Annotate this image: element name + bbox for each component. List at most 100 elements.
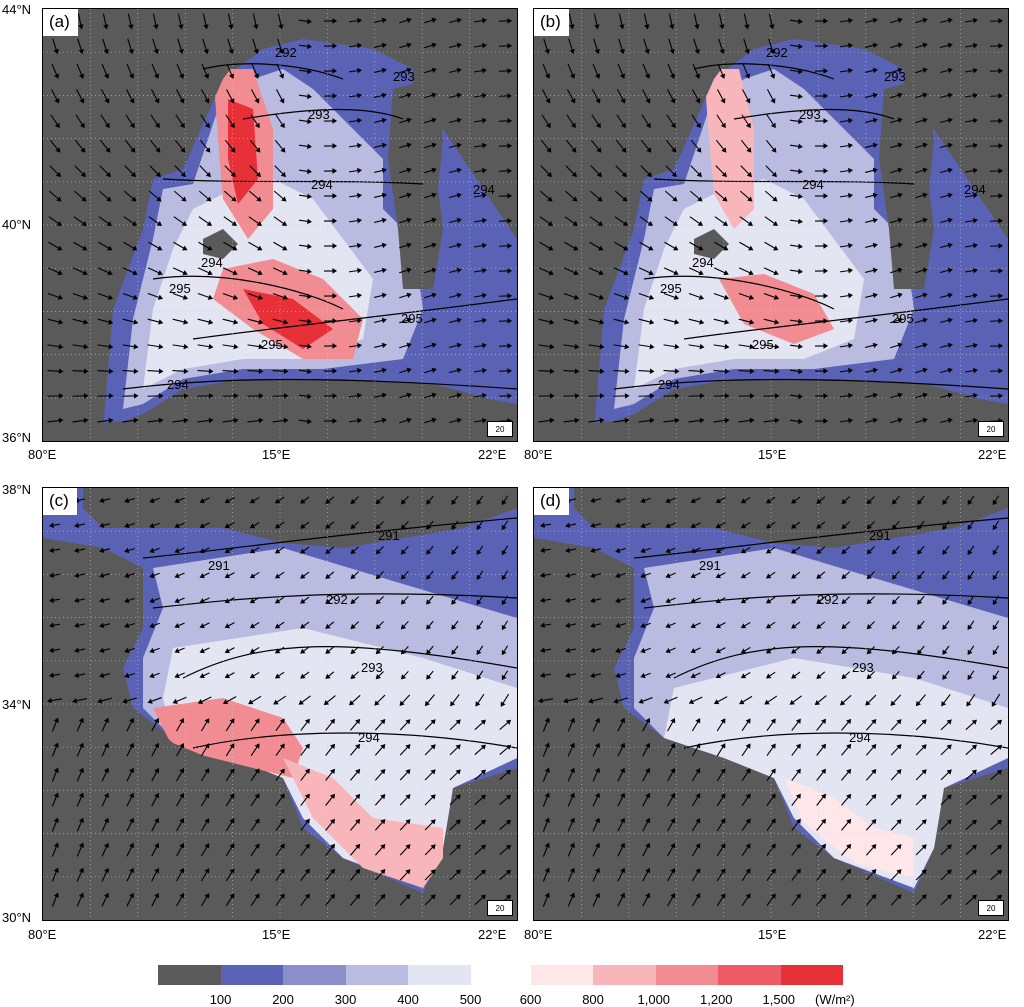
wind-vector-head [896, 769, 902, 775]
wind-vector-head [481, 267, 487, 274]
wind-vector-head [158, 368, 164, 375]
wind-vector-head [548, 245, 554, 251]
wind-vector-head [848, 142, 853, 149]
contour-label: 295 [752, 337, 774, 352]
contour-label: 294 [658, 377, 680, 392]
wind-vector-head [569, 73, 576, 79]
wind-vector-head [640, 672, 646, 679]
wind-vector-head [698, 270, 704, 276]
wind-vector-head [723, 294, 730, 300]
wind-vector-head [307, 168, 313, 175]
wind-vector-head [697, 196, 703, 202]
wind-vector-head [699, 393, 705, 399]
wind-vector-head [481, 92, 487, 99]
wind-vector-head [154, 792, 160, 799]
wind-vector-head [254, 768, 260, 774]
wind-vector-head [719, 24, 725, 30]
wind-vector-head [78, 817, 84, 823]
wind-vector-head [548, 270, 554, 276]
wind-vector-head [203, 24, 209, 30]
wind-vector-head [253, 48, 259, 55]
wind-vector-head [922, 392, 928, 398]
wind-vector-head [972, 17, 978, 24]
wind-vector-head [180, 147, 186, 153]
contour-label: 291 [699, 558, 721, 573]
wind-vector-head [507, 168, 513, 174]
wind-vector-head [228, 24, 234, 30]
wind-vector-head [430, 794, 436, 800]
wind-vector-head [355, 868, 361, 875]
wind-vector-head [456, 267, 462, 274]
wind-vector-head [816, 598, 822, 604]
wind-vector-head [599, 368, 605, 375]
wind-vector-head [724, 417, 730, 424]
wind-vector-head [255, 147, 261, 153]
wind-vector-head [501, 549, 507, 556]
wind-vector-head [456, 242, 462, 249]
wind-vector-head [332, 393, 338, 399]
wind-vector-head [872, 42, 878, 49]
lon-tick-label: 22°E [478, 927, 507, 942]
wind-vector-head [947, 342, 953, 349]
wind-vector-head [872, 267, 878, 274]
wind-vector-head [199, 573, 205, 579]
wind-vector-head [154, 122, 160, 129]
wind-vector-head [749, 393, 755, 399]
contour-label: 294 [964, 182, 986, 197]
wind-vector-head [283, 417, 289, 424]
wind-vector-head [640, 597, 646, 604]
colorbar-swatch [408, 965, 471, 985]
wind-vector-head [765, 523, 772, 529]
lon-tick-label: 22°E [478, 447, 507, 462]
wind-vector-head [690, 573, 696, 579]
wind-vector-head [107, 294, 114, 300]
wind-vector-head [720, 893, 726, 899]
wind-vector-head [133, 393, 139, 399]
wind-vector-head [357, 392, 362, 399]
wind-vector-head [795, 818, 801, 824]
wind-vector-head [229, 818, 235, 824]
wind-vector-head [307, 393, 313, 400]
wind-vector-head [431, 317, 437, 323]
wind-vector-head [791, 673, 797, 679]
wind-vector-head [823, 218, 829, 224]
wind-vector-head [476, 649, 482, 656]
wind-vector-head [947, 367, 953, 374]
wind-vector-head [594, 717, 600, 724]
wind-vector-head [946, 819, 952, 825]
wind-vector-head [897, 417, 903, 423]
wind-vector-head [507, 393, 513, 399]
wind-vector-head [300, 673, 306, 679]
wind-vector-head [795, 843, 801, 849]
wind-vector-head [690, 498, 696, 504]
wind-vector-head [298, 699, 304, 705]
wind-vector-head [507, 193, 513, 199]
wind-vector-head [257, 294, 264, 300]
wind-vector-head [695, 718, 701, 724]
wind-vector-head [549, 417, 555, 424]
wind-vector-head [715, 673, 722, 679]
wind-vector-head [254, 893, 260, 899]
wind-vector-head [574, 343, 580, 350]
wind-vector-head [622, 196, 628, 202]
contour-label: 295 [892, 311, 914, 326]
wind-vector-head [179, 98, 185, 104]
wind-vector-head [149, 547, 155, 554]
wind-vector-head [569, 717, 575, 723]
wind-vector-head [720, 768, 726, 774]
wind-vector-head [674, 417, 680, 424]
wind-vector-head [400, 599, 407, 605]
wind-vector-head [400, 549, 407, 555]
wind-vector-head [205, 171, 211, 178]
wind-vector-head [594, 867, 600, 874]
colorbar-label: 500 [459, 992, 482, 1007]
wind-vector-head [774, 319, 780, 325]
wind-vector-head [992, 599, 998, 606]
wind-vector-head [455, 769, 461, 775]
wind-vector-head [624, 368, 630, 375]
wind-vector-head [350, 573, 356, 580]
wind-vector-head [771, 147, 777, 153]
wind-vector-head [283, 343, 289, 350]
wind-vector-head [182, 270, 188, 276]
wind-vector-head [307, 218, 313, 225]
